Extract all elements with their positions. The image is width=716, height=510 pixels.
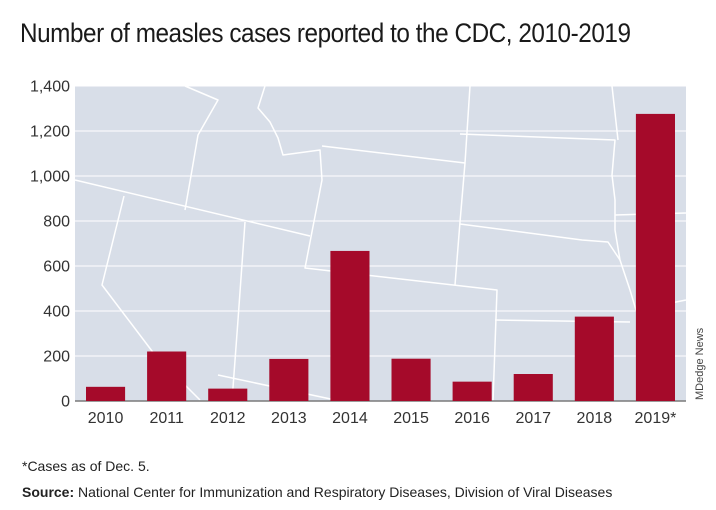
x-tick-label: 2011: [149, 410, 184, 427]
bar-2015: [391, 358, 431, 401]
y-tick-label: 1,000: [30, 169, 70, 186]
y-tick-label: 200: [43, 349, 70, 366]
x-tick-label: 2014: [332, 410, 368, 427]
x-tick-label: 2016: [454, 410, 490, 427]
source-label: Source:: [22, 484, 75, 500]
x-tick-label: 2017: [515, 410, 551, 427]
y-tick-label: 0: [61, 394, 70, 411]
bar-2011: [147, 351, 187, 401]
bar-2018: [574, 316, 614, 401]
bar-2014: [330, 250, 370, 401]
y-axis-ticks: 0 200 400 600 800 1,000 1,200 1,400: [30, 79, 70, 411]
x-tick-label: 2019*: [635, 410, 677, 427]
bar-2010: [85, 386, 126, 401]
y-tick-label: 1,200: [30, 124, 70, 141]
credit-label: MDedge News: [694, 327, 706, 400]
bars: [85, 113, 676, 402]
bar-2013: [269, 358, 309, 401]
source-note: Source: National Center for Immunization…: [22, 484, 612, 500]
y-tick-label: 400: [43, 304, 70, 321]
x-tick-label: 2012: [210, 410, 246, 427]
bar-2016: [452, 381, 492, 401]
bar-2012: [208, 388, 248, 401]
bar-2019: [635, 113, 676, 402]
y-tick-label: 600: [43, 259, 70, 276]
bar-2017: [513, 374, 553, 401]
chart-title: Number of measles cases reported to the …: [20, 18, 631, 48]
x-tick-label: 2010: [88, 410, 124, 427]
y-tick-label: 800: [43, 214, 70, 231]
footnote: *Cases as of Dec. 5.: [22, 458, 150, 474]
source-text: National Center for Immunization and Res…: [78, 484, 613, 500]
x-axis-ticks: 2010 2011 2012 2013 2014 2015 2016 2017 2018 2019…: [88, 410, 677, 427]
x-tick-label: 2013: [271, 410, 307, 427]
x-tick-label: 2018: [577, 410, 613, 427]
y-tick-label: 1,400: [30, 79, 70, 96]
x-tick-label: 2015: [393, 410, 429, 427]
